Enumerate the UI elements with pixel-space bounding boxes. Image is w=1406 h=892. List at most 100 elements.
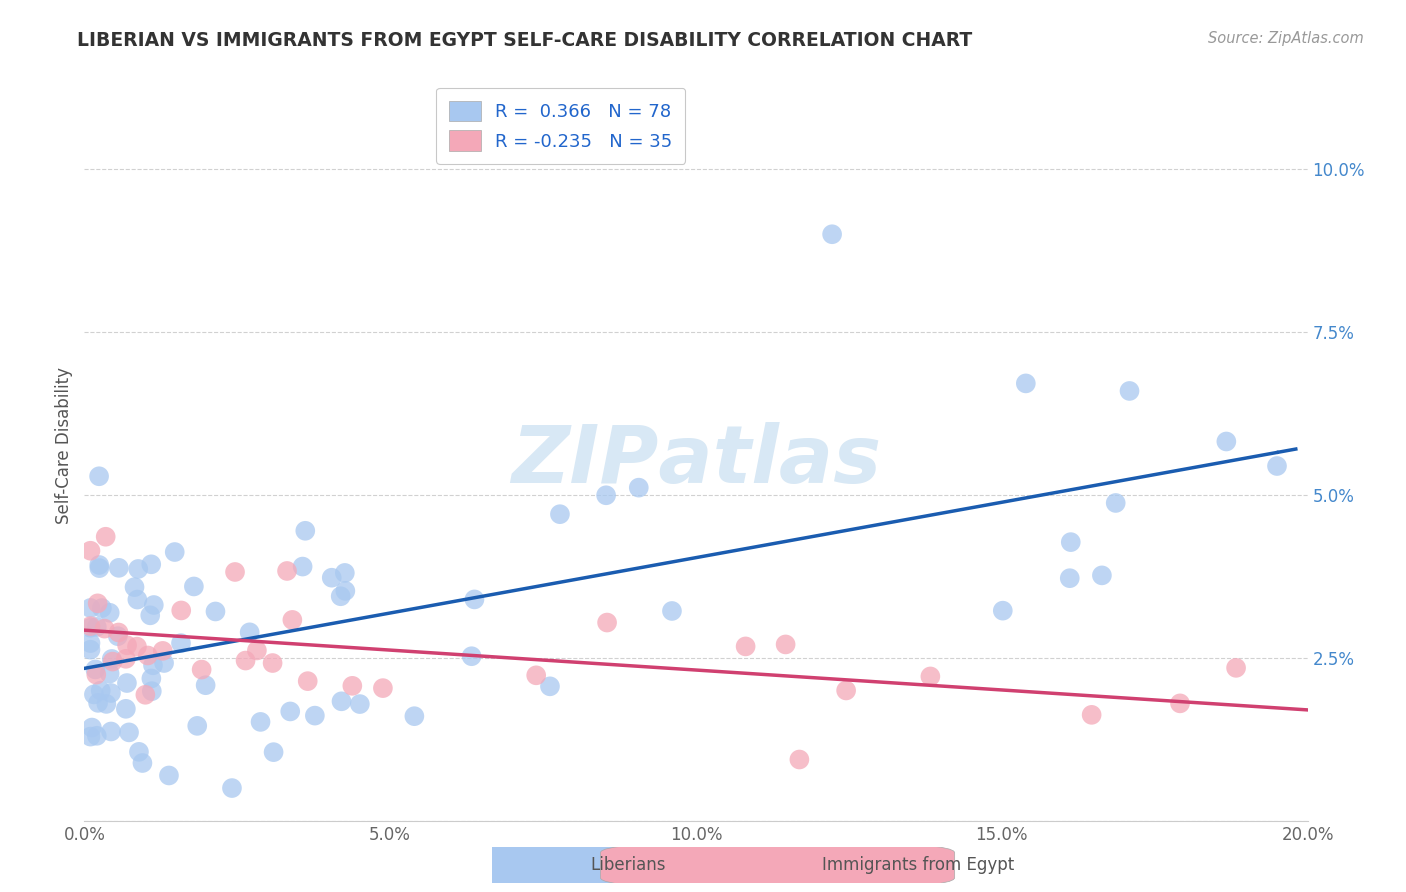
Point <box>153 656 176 670</box>
Point <box>142 598 165 612</box>
Point <box>333 566 356 580</box>
Point <box>194 678 217 692</box>
Point <box>128 745 150 759</box>
Point <box>98 666 121 681</box>
Point <box>329 589 352 603</box>
Point <box>246 643 269 657</box>
Point <box>278 705 301 719</box>
Point <box>304 708 326 723</box>
Point <box>100 652 122 666</box>
Point <box>342 679 364 693</box>
Point <box>404 709 426 723</box>
Point <box>330 694 353 708</box>
Point <box>86 596 108 610</box>
Legend: R =  0.366   N = 78, R = -0.235   N = 35: R = 0.366 N = 78, R = -0.235 N = 35 <box>436 88 685 164</box>
Point <box>460 649 482 664</box>
Point <box>100 724 122 739</box>
Point <box>141 558 163 572</box>
Point <box>595 488 617 502</box>
Point <box>89 561 111 575</box>
Point <box>183 579 205 593</box>
Point <box>321 571 343 585</box>
Point <box>1265 458 1288 473</box>
Point <box>297 674 319 689</box>
Point <box>1225 661 1247 675</box>
FancyBboxPatch shape <box>600 842 955 888</box>
Point <box>1091 568 1114 582</box>
Text: ZIP​atlas: ZIP​atlas <box>510 422 882 500</box>
Point <box>661 604 683 618</box>
Point <box>84 662 107 676</box>
Point <box>98 606 121 620</box>
Point <box>86 620 108 634</box>
Point <box>163 545 186 559</box>
Point <box>371 681 394 695</box>
Point <box>142 658 165 673</box>
Point <box>1080 707 1102 722</box>
Point <box>596 615 619 630</box>
Point <box>627 481 650 495</box>
Point <box>93 622 115 636</box>
Point <box>131 756 153 770</box>
Point <box>170 636 193 650</box>
Point <box>101 655 124 669</box>
Point <box>920 669 942 683</box>
Point <box>84 667 107 681</box>
Point <box>224 565 246 579</box>
Point <box>170 603 193 617</box>
Point <box>524 668 547 682</box>
Point <box>262 656 284 670</box>
Point <box>1059 571 1081 585</box>
Point <box>263 745 285 759</box>
Point <box>115 702 138 716</box>
Point <box>90 601 112 615</box>
Text: LIBERIAN VS IMMIGRANTS FROM EGYPT SELF-CARE DISABILITY CORRELATION CHART: LIBERIAN VS IMMIGRANTS FROM EGYPT SELF-C… <box>77 31 973 50</box>
Point <box>79 636 101 650</box>
Point <box>141 684 163 698</box>
Point <box>107 625 129 640</box>
Point <box>124 580 146 594</box>
Text: Immigrants from Egypt: Immigrants from Egypt <box>821 856 1014 874</box>
Point <box>157 768 180 782</box>
Point <box>239 625 262 640</box>
Point <box>1168 697 1191 711</box>
Point <box>134 688 156 702</box>
Point <box>127 592 149 607</box>
Point <box>89 558 111 572</box>
Point <box>335 583 357 598</box>
Point <box>463 592 485 607</box>
Point <box>127 562 149 576</box>
Point <box>538 679 561 693</box>
Point <box>79 601 101 615</box>
Point <box>775 637 797 651</box>
Point <box>87 469 110 483</box>
Point <box>79 642 101 657</box>
Point <box>276 564 298 578</box>
Point <box>1215 434 1237 449</box>
Point <box>141 672 163 686</box>
Point <box>1015 376 1038 391</box>
Point <box>1118 384 1140 398</box>
Text: Liberians: Liberians <box>591 856 666 874</box>
Point <box>291 559 314 574</box>
Point <box>835 683 858 698</box>
Point <box>100 686 122 700</box>
Point <box>79 730 101 744</box>
Point <box>204 605 226 619</box>
Point <box>152 644 174 658</box>
Point <box>96 697 118 711</box>
Point <box>79 621 101 635</box>
Point <box>734 640 756 654</box>
Point <box>90 683 112 698</box>
Point <box>235 654 257 668</box>
Point <box>1105 496 1128 510</box>
Point <box>789 752 811 766</box>
Text: Source: ZipAtlas.com: Source: ZipAtlas.com <box>1208 31 1364 46</box>
Point <box>79 543 101 558</box>
Point <box>349 697 371 711</box>
Point <box>991 604 1014 618</box>
FancyBboxPatch shape <box>368 842 723 888</box>
Point <box>221 780 243 795</box>
Point <box>548 507 571 521</box>
Point <box>294 524 316 538</box>
